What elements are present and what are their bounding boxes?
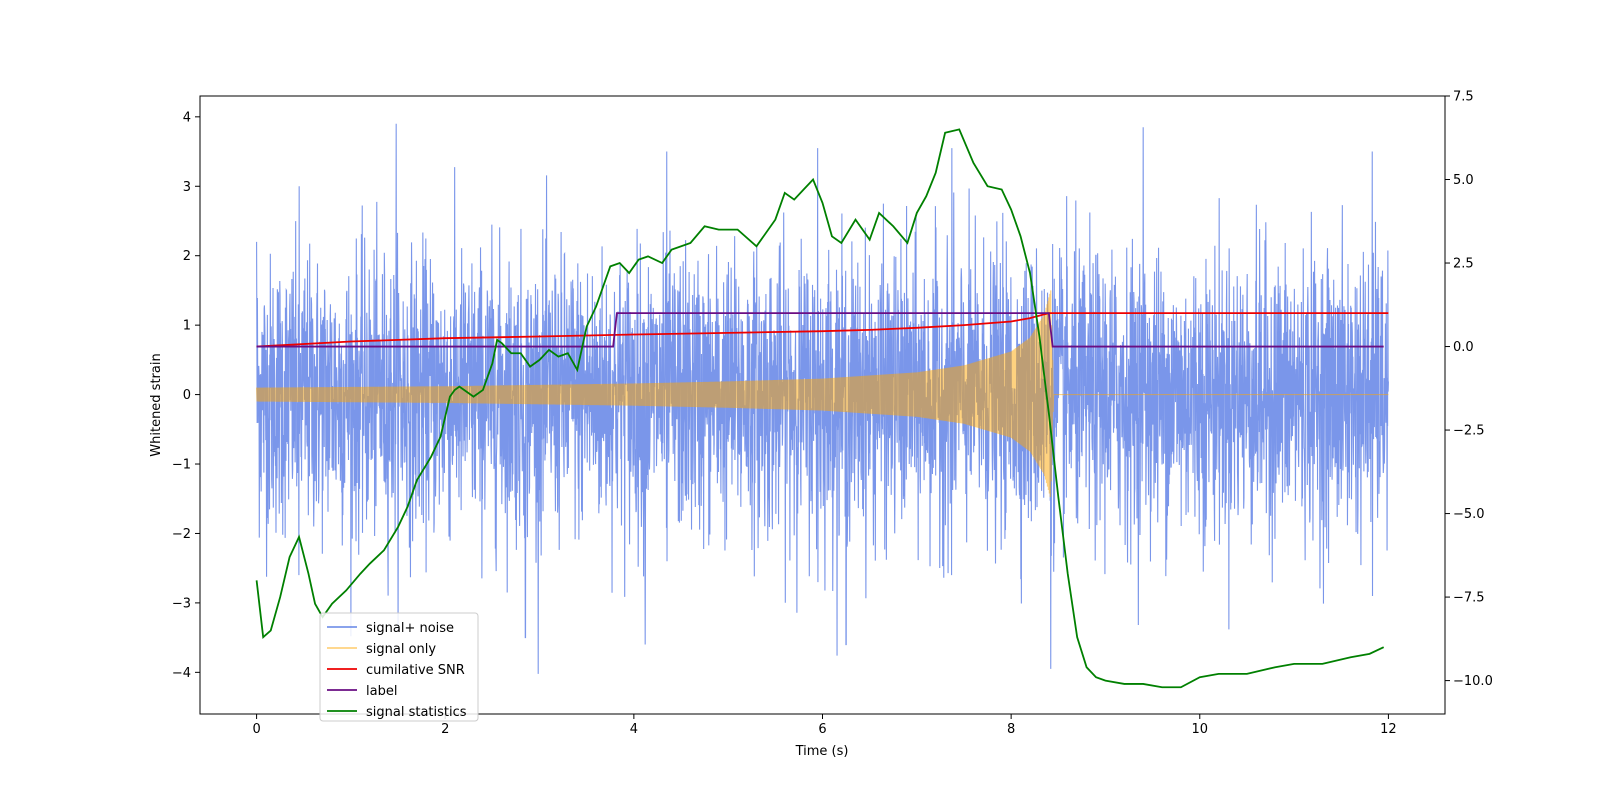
left-y-tick-label: −2 — [172, 527, 191, 542]
left-y-axis-label: Whitened strain — [149, 353, 164, 456]
line-series-layer — [255, 128, 1389, 689]
right-y-tick-label: −10.0 — [1453, 674, 1493, 689]
series-signal-noise-line — [256, 123, 1389, 674]
series-signal-only-line — [255, 290, 1389, 498]
legend-label: signal only — [366, 642, 436, 657]
x-tick-label: 8 — [1007, 722, 1015, 737]
x-tick-label: 2 — [441, 722, 449, 737]
x-axis-label: Time (s) — [795, 744, 849, 759]
right-y-tick-label: −2.5 — [1453, 424, 1485, 439]
right-y-tick-label: 2.5 — [1453, 257, 1474, 272]
right-y-tick-label: 7.5 — [1453, 90, 1474, 105]
right-y-axis-ticks: −10.0 −7.5 −5.0 −2.5 0.0 2.5 5.0 7.5 — [1445, 90, 1493, 689]
x-tick-label: 0 — [252, 722, 260, 737]
signal-series-layer — [255, 290, 1389, 498]
right-y-tick-label: −7.5 — [1453, 591, 1485, 606]
legend-label: signal statistics — [366, 705, 467, 720]
right-y-tick-label: −5.0 — [1453, 507, 1485, 522]
left-y-tick-label: 0 — [183, 388, 191, 403]
noise-series-layer — [256, 123, 1389, 674]
right-y-tick-label: 5.0 — [1453, 173, 1474, 188]
series-label-line — [256, 312, 1384, 348]
left-y-tick-label: −1 — [172, 458, 191, 473]
series-cumulative-snr-line — [256, 312, 1389, 348]
x-tick-label: 6 — [818, 722, 826, 737]
legend-box — [319, 612, 479, 722]
legend-label: label — [366, 684, 397, 699]
left-y-tick-label: 3 — [183, 180, 191, 195]
x-tick-label: 12 — [1380, 722, 1397, 737]
x-axis-ticks: 0 2 4 6 8 10 12 — [252, 714, 1397, 737]
series-signal-statistics-line — [255, 128, 1385, 689]
left-y-axis-ticks: −4 −3 −2 −1 0 1 2 3 4 — [172, 110, 200, 681]
x-tick-label: 10 — [1191, 722, 1208, 737]
left-y-tick-label: 1 — [183, 319, 191, 334]
left-y-tick-label: −3 — [172, 596, 191, 611]
legend-label: signal+ noise — [366, 621, 454, 636]
legend: signal+ noise signal only cumilative SNR la… — [319, 612, 479, 722]
left-y-tick-label: 4 — [183, 110, 191, 125]
left-y-tick-label: 2 — [183, 249, 191, 264]
right-y-tick-label: 0.0 — [1453, 340, 1474, 355]
legend-label: cumilative SNR — [366, 663, 465, 678]
left-y-tick-label: −4 — [172, 666, 191, 681]
x-tick-label: 4 — [630, 722, 638, 737]
